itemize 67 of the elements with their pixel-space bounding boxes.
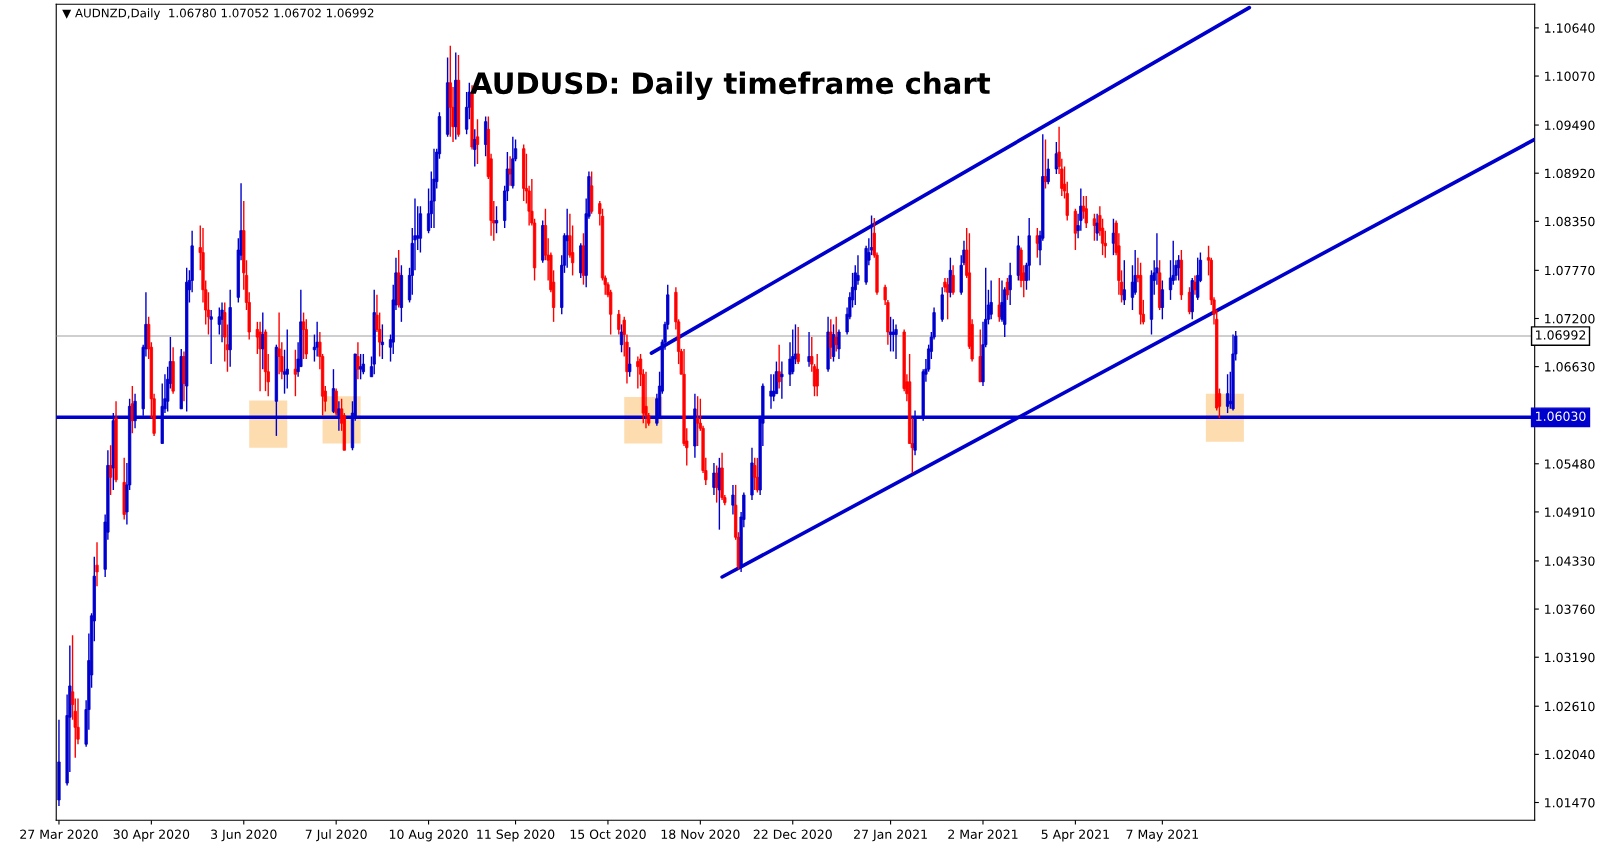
ref-line-label: 1.06030 [1536,411,1586,421]
y-tick-label: 1.02610 [1545,701,1595,712]
x-tick-label: 10 Aug 2020 [389,829,468,842]
candlestick [989,279,993,321]
candlestick [780,360,784,400]
candlestick [565,207,569,269]
candlestick [209,309,213,365]
candlestick [1084,195,1088,229]
x-tick-label: 2 Mar 2021 [948,829,1018,839]
candlestick [753,457,757,491]
y-tick-label: 1.09490 [1545,120,1595,130]
y-tick-label: 1.10070 [1545,71,1595,81]
candlestick [894,323,898,360]
candlestick [277,311,281,375]
candlestick [95,541,99,587]
candlestick [628,346,632,378]
candlestick [473,128,477,168]
candlestick [731,484,735,516]
candlestick [834,316,838,353]
x-tick-label: 22 Dec 2020 [753,829,832,839]
y-tick-label: 1.10640 [1545,23,1595,33]
x-tick-label: 7 May 2021 [1126,829,1198,842]
candlestick [508,155,512,187]
candlestick [1160,279,1164,321]
candlestick [258,321,262,392]
candlestick [1046,158,1050,185]
annotation: ▼ AUDNZD,Daily 1.06780 1.07052 1.06702 1.06992 [62,8,374,20]
candlestick [997,277,1001,323]
ref-line-label: 1.06992 [1536,330,1586,340]
x-tick-label: 3 Jun 2020 [211,829,277,842]
candlestick [777,343,781,390]
y-tick-label: 1.08920 [1545,168,1595,179]
y-tick-label: 1.05480 [1545,459,1595,469]
y-tick-label: 1.06630 [1545,362,1595,372]
candlestick [837,328,841,360]
y-tick-label: 1.03190 [1545,652,1595,663]
y-tick-label: 1.01470 [1545,797,1595,808]
candlestick [220,301,224,343]
candlestick [1035,227,1039,259]
x-tick-label: 5 Apr 2021 [1041,829,1109,842]
y-tick-label: 1.03760 [1545,604,1595,614]
y-tick-label: 1.04330 [1545,556,1595,566]
candlestick [315,321,319,358]
x-tick-label: 15 Oct 2020 [570,829,646,839]
x-tick-label: 7 Jul 2020 [305,829,367,842]
candlestick [769,373,773,410]
x-tick-label: 27 Mar 2020 [20,829,98,839]
candlestick [807,331,811,368]
candlestick [432,148,436,229]
candlestick [951,264,955,296]
x-tick-label: 11 Sep 2020 [477,829,555,842]
candlestick [829,318,833,360]
candlestick [334,387,338,417]
y-tick-label: 1.02040 [1545,749,1595,760]
candlestick [261,311,265,370]
y-tick-label: 1.07200 [1545,313,1595,324]
text: AUDUSD: Daily timeframe chart [470,71,991,101]
candlestick [796,326,800,365]
y-tick-label: 1.04910 [1545,507,1595,517]
candlestick [712,462,716,496]
x-tick-label: 30 Apr 2020 [113,829,190,842]
x-tick-label: 18 Nov 2020 [661,829,740,839]
x-tick-label: 27 Jan 2021 [854,829,927,842]
candlestick [1196,256,1200,301]
candlestick [285,328,289,390]
y-tick-label: 1.08350 [1545,216,1595,227]
y-tick-label: 1.07770 [1545,265,1595,276]
